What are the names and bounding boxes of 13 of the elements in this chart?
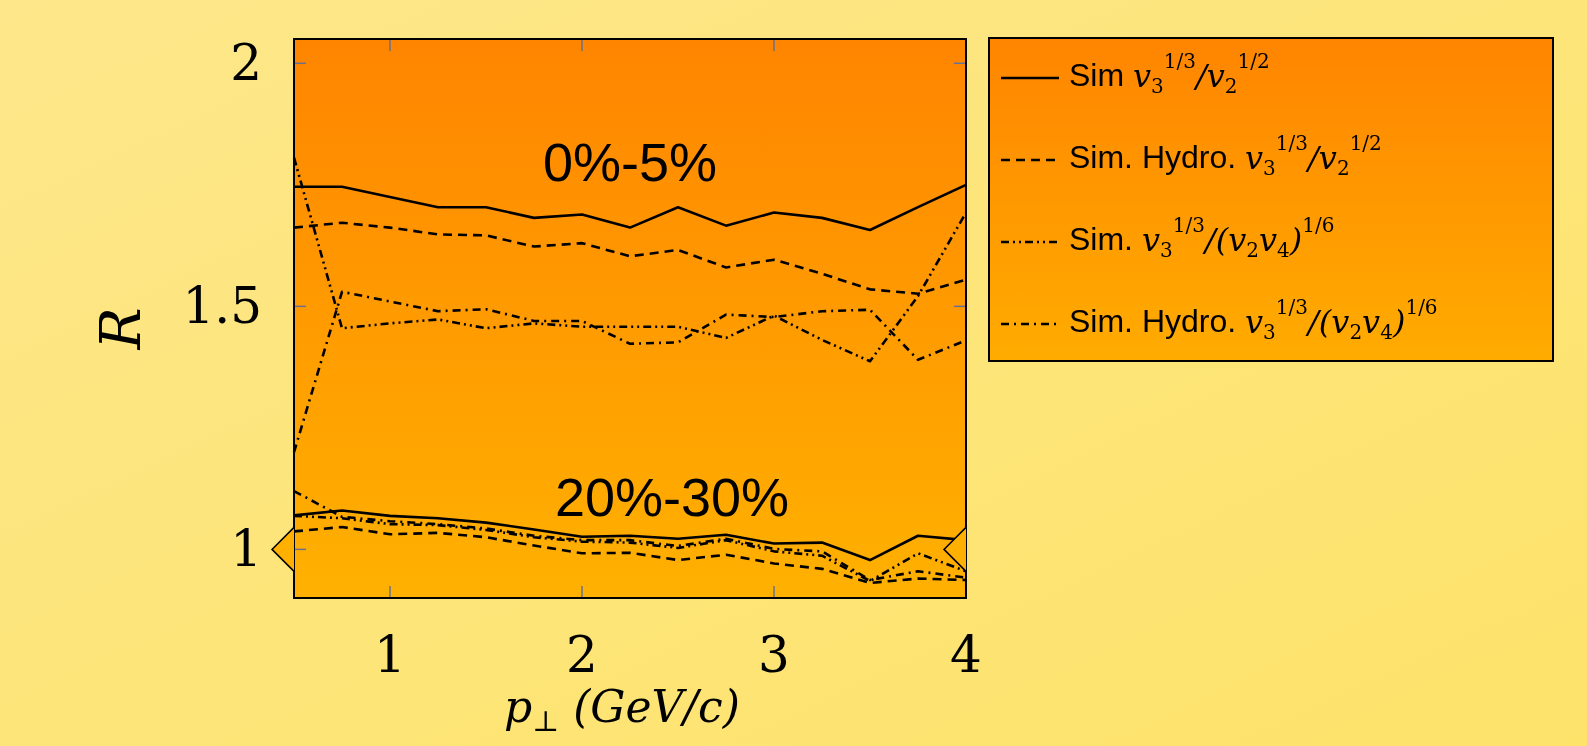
annotation: 20%-30%: [554, 467, 790, 527]
x-tick-label: 1: [374, 626, 406, 684]
y-axis-title: R: [88, 307, 153, 351]
y-tick-label: 1: [230, 520, 262, 579]
x-tick-label: 3: [758, 626, 790, 684]
text: Sim. Hydro. v$_{3}$$^{1/3}$/(v$_{2}$v$_{4}$)$^{1/6}$: [1069, 294, 1438, 344]
y-tick-label: 1.5: [182, 277, 262, 336]
x-tick-label: 2: [566, 626, 598, 684]
text: Sim. v$_{3}$$^{1/3}$/(v$_{2}$v$_{4}$)$^{1/6}$: [1069, 212, 1335, 262]
x-tick-label: 4: [950, 626, 982, 684]
x-axis-title: p$_{⊥}$ (GeV/c): [504, 681, 740, 738]
annotation: 0%-5%: [542, 132, 718, 192]
y-tick-label: 2: [230, 34, 262, 93]
